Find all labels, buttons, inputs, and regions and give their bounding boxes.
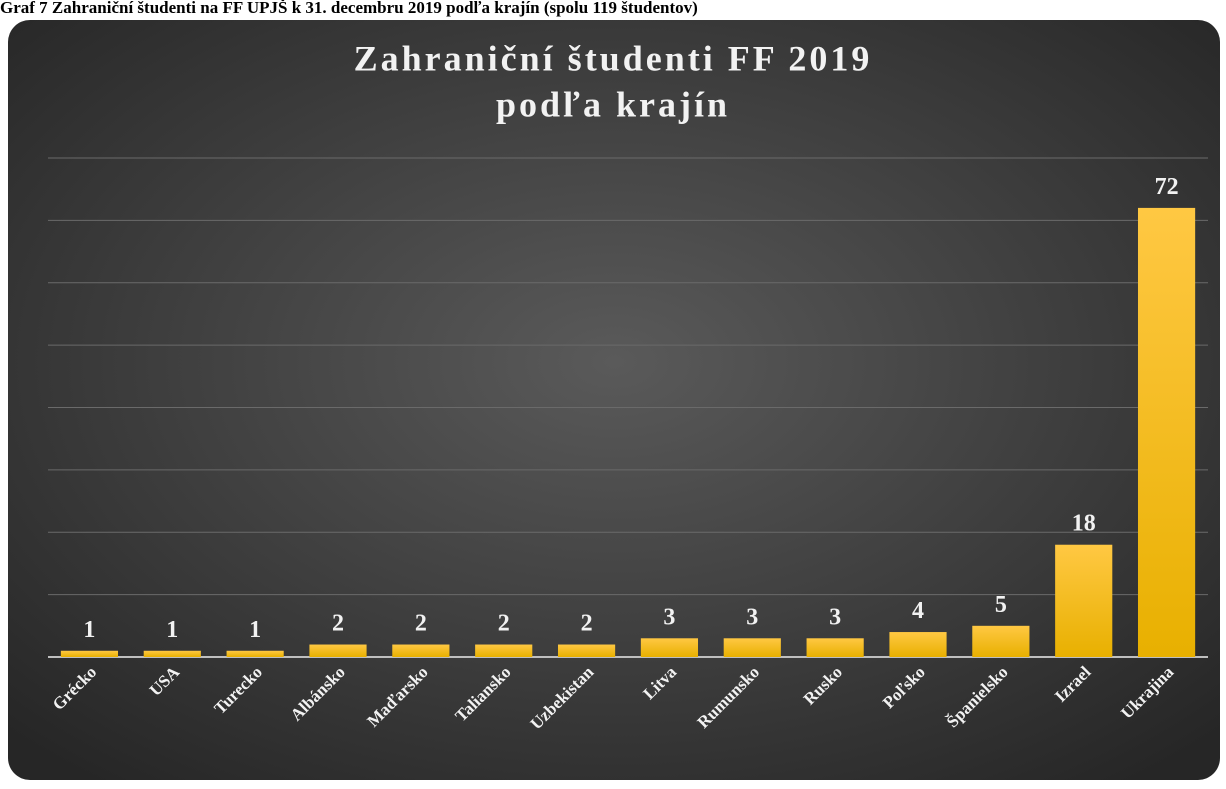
- bar: [972, 625, 1030, 657]
- data-label: 3: [829, 604, 841, 630]
- data-label: 1: [166, 617, 178, 643]
- data-label: 4: [912, 598, 924, 624]
- data-label: 3: [746, 604, 758, 630]
- chart-background: [8, 20, 1220, 780]
- bar: [557, 644, 616, 657]
- caption: Graf 7 Zahraniční študenti na FF UPJŠ k …: [0, 0, 698, 17]
- data-label: 72: [1155, 174, 1179, 200]
- data-label: 1: [249, 617, 261, 643]
- data-label: 2: [498, 611, 510, 637]
- bar: [143, 650, 201, 657]
- data-label: 2: [581, 611, 593, 637]
- data-label: 1: [83, 617, 95, 643]
- data-label: 2: [415, 611, 427, 637]
- bar: [475, 644, 533, 657]
- bar: [1055, 544, 1113, 657]
- data-label: 2: [332, 611, 344, 637]
- bar: [1137, 207, 1196, 657]
- bar: [392, 644, 450, 657]
- bar: [723, 638, 781, 657]
- bar: [226, 650, 284, 657]
- bar: [640, 638, 699, 657]
- bar: [309, 644, 367, 657]
- bar: [60, 650, 119, 657]
- bar: [806, 638, 864, 657]
- data-label: 18: [1072, 511, 1096, 537]
- bar: [889, 632, 947, 657]
- chart-title: podľa krajín: [496, 84, 730, 124]
- chart-title: Zahraniční študenti FF 2019: [354, 38, 873, 78]
- data-label: 3: [663, 604, 675, 630]
- data-label: 5: [995, 592, 1007, 618]
